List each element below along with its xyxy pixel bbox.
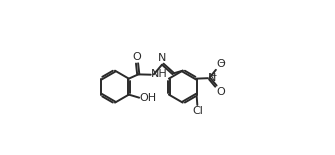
Text: N: N <box>208 73 217 83</box>
Text: Cl: Cl <box>192 106 203 116</box>
Text: N: N <box>157 53 166 63</box>
Text: +: + <box>210 71 216 80</box>
Text: −: − <box>218 58 225 67</box>
Text: O: O <box>216 59 225 69</box>
Text: NH: NH <box>151 69 168 79</box>
Text: O: O <box>133 52 141 62</box>
Text: OH: OH <box>140 93 157 103</box>
Text: O: O <box>216 87 225 97</box>
